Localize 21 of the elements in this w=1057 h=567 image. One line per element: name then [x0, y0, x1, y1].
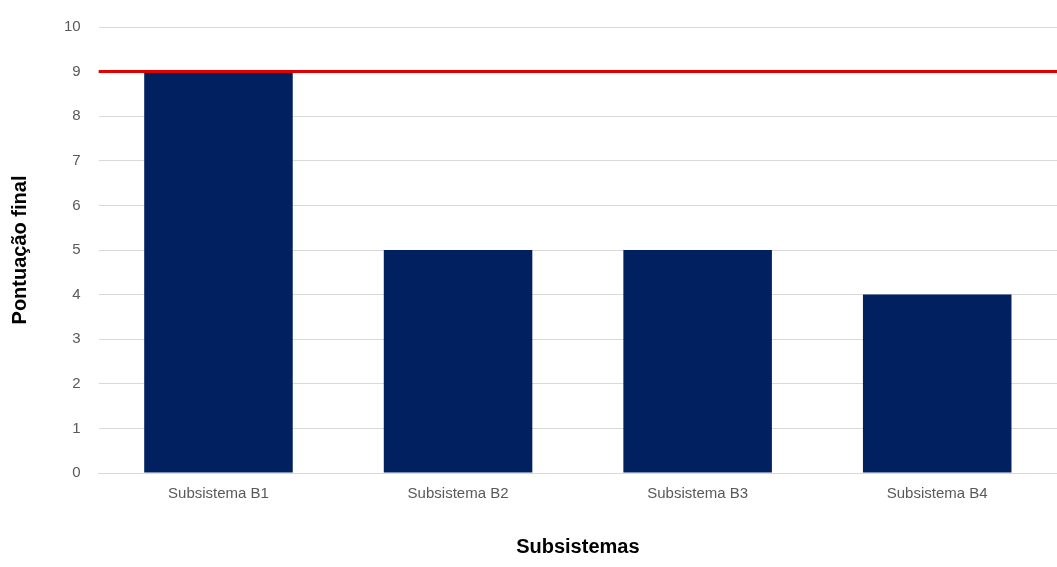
y-tick-label: 6 [72, 195, 81, 213]
y-axis-title: Pontuação final [7, 175, 30, 325]
x-axis-title: Subsistemas [516, 534, 640, 557]
x-tick-label: Subsistema B3 [647, 484, 749, 502]
y-tick-label: 1 [72, 418, 81, 436]
y-tick-label: 4 [72, 284, 81, 302]
y-tick-label: 10 [64, 17, 81, 35]
y-tick-label: 0 [72, 463, 81, 481]
x-tick-label: Subsistema B4 [886, 484, 988, 502]
x-tick-label: Subsistema B2 [407, 484, 509, 502]
y-tick-label: 9 [72, 61, 81, 79]
bar [144, 71, 293, 473]
bar [383, 250, 533, 473]
y-tick-label: 2 [72, 373, 81, 391]
y-tick-label: 8 [72, 106, 81, 124]
bar [623, 250, 772, 473]
bar [862, 294, 1012, 473]
x-tick-label: Subsistema B1 [168, 484, 269, 502]
y-tick-label: 5 [72, 240, 81, 258]
y-tick-label: 7 [72, 150, 81, 168]
y-tick-label: 3 [72, 329, 81, 347]
